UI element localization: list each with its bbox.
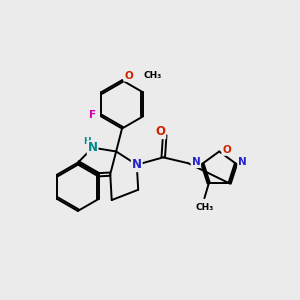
Text: F: F (89, 110, 96, 120)
Text: O: O (155, 125, 165, 138)
Text: N: N (191, 157, 200, 167)
Text: O: O (222, 145, 231, 155)
Text: CH₃: CH₃ (195, 202, 214, 211)
Text: N: N (238, 157, 247, 167)
Text: CH₃: CH₃ (143, 71, 161, 80)
Text: H: H (83, 137, 91, 146)
Text: N: N (132, 158, 142, 171)
Text: O: O (124, 71, 133, 81)
Text: N: N (88, 141, 98, 154)
